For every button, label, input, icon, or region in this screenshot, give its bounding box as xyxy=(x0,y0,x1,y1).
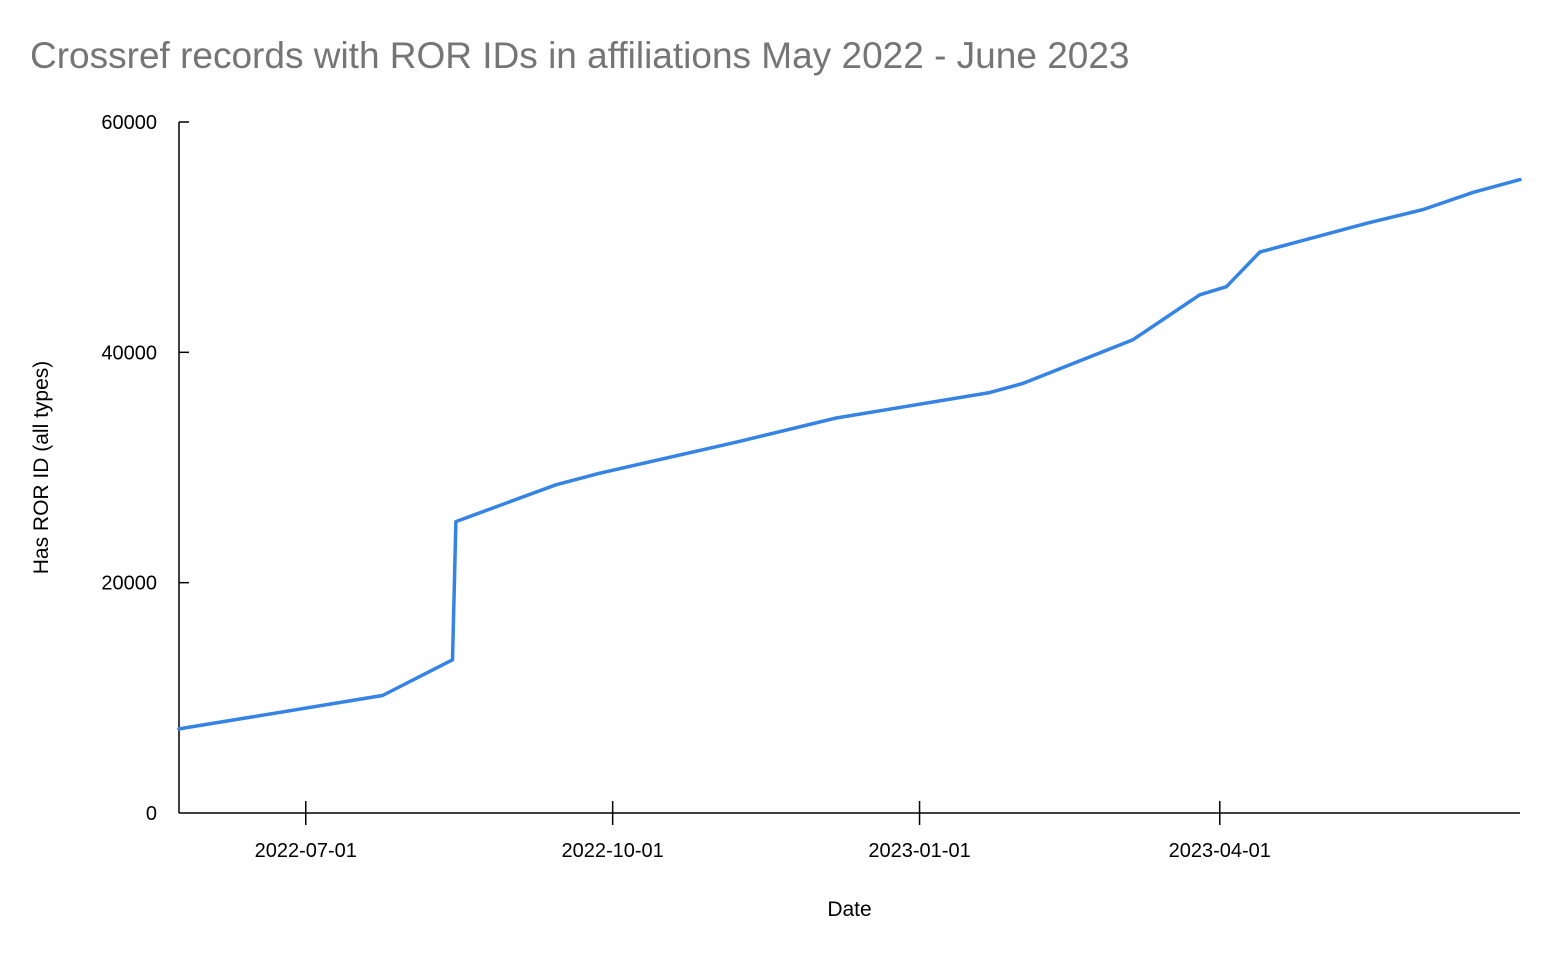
chart-title: Crossref records with ROR IDs in affilia… xyxy=(30,35,1130,76)
x-tick-group: 2022-07-01 2022-10-01 2023-01-01 2023-04-01 xyxy=(255,801,1271,862)
data-point xyxy=(454,520,458,524)
x-tick-label: 2023-01-01 xyxy=(868,840,970,862)
y-tick-group: 0 20000 40000 60000 xyxy=(101,112,189,825)
data-point xyxy=(1365,221,1369,225)
data-point xyxy=(1198,293,1202,297)
data-point xyxy=(734,440,738,444)
data-point xyxy=(988,391,992,395)
x-tick-label: 2023-04-01 xyxy=(1169,840,1271,862)
data-point xyxy=(1518,178,1522,182)
x-tick-label: 2022-10-01 xyxy=(562,840,664,862)
data-point xyxy=(1421,207,1425,212)
data-point xyxy=(177,727,181,731)
data-point xyxy=(554,483,558,487)
data-point xyxy=(1224,285,1228,289)
y-axis-title: Has ROR ID (all types) xyxy=(30,361,53,575)
y-tick-label: 20000 xyxy=(101,573,157,595)
series-line xyxy=(177,177,1522,731)
y-tick-label: 60000 xyxy=(101,112,157,134)
data-point xyxy=(1471,190,1475,194)
data-point xyxy=(450,658,455,662)
data-point xyxy=(1131,338,1135,342)
series-group xyxy=(177,177,1522,731)
data-point xyxy=(1021,381,1025,385)
data-point xyxy=(1258,250,1262,254)
y-tick-label: 0 xyxy=(146,803,157,825)
data-point xyxy=(834,416,838,420)
y-tick-label: 40000 xyxy=(101,342,157,364)
x-axis-title: Date xyxy=(827,898,871,921)
data-point xyxy=(597,471,601,475)
x-tick-label: 2022-07-01 xyxy=(255,840,357,862)
data-point xyxy=(380,693,385,698)
